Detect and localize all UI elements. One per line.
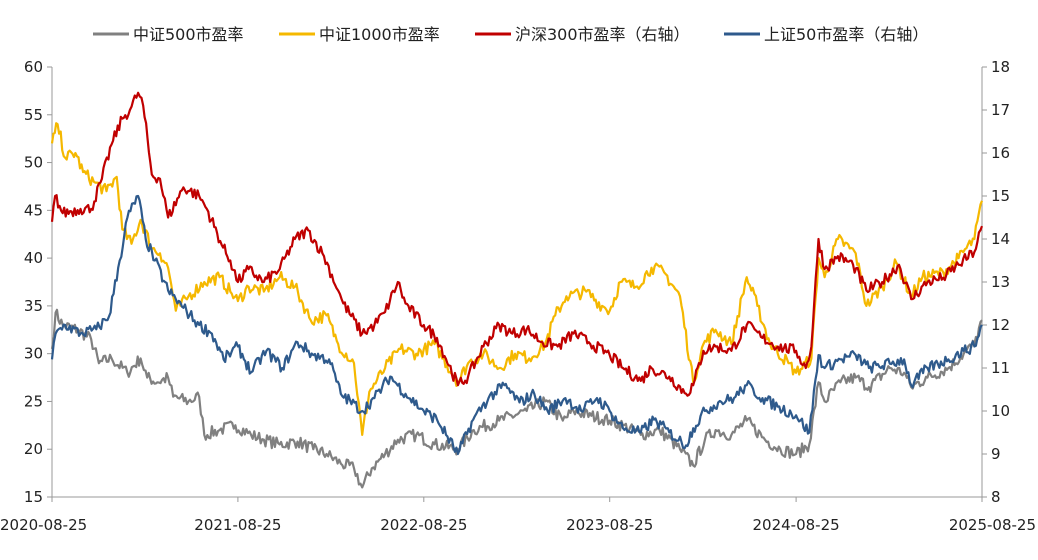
legend-label: 中证500市盈率 [133,25,244,44]
x-tick-label: 2022-08-25 [380,516,467,534]
left-tick-label: 45 [24,201,43,219]
legend-label: 中证1000市盈率 [319,25,440,44]
right-tick-label: 12 [991,316,1010,334]
x-tick-label: 2020-08-25 [0,516,87,534]
left-tick-label: 60 [24,58,43,76]
series-line-3 [50,194,983,456]
right-tick-label: 10 [991,402,1010,420]
legend-label: 上证50市盈率（右轴） [764,25,928,44]
axes: 15 20 25 30 35 40 45 50 55 60 8 9 10 11 12 13 14 15 16 17 18… [0,58,1036,534]
right-tick-label: 17 [991,101,1010,119]
left-tick-label: 25 [24,392,43,410]
left-tick-label: 35 [24,297,43,315]
right-tick-label: 8 [991,488,1001,506]
legend-label: 沪深300市盈率（右轴） [515,25,690,44]
right-tick-label: 15 [991,187,1010,205]
left-tick-label: 40 [24,249,43,267]
left-tick-label: 55 [24,106,43,124]
series-line-1 [50,122,984,436]
series-layer [50,91,984,489]
x-tick-label: 2021-08-25 [194,516,281,534]
right-tick-label: 14 [991,230,1010,248]
x-tick-label: 2024-08-25 [753,516,840,534]
legend: 中证500市盈率 中证1000市盈率 沪深300市盈率（右轴） 上证50市盈率（右轴） [93,25,928,44]
right-tick-label: 13 [991,273,1010,291]
right-tick-label: 11 [991,359,1010,377]
series-line-2 [50,91,984,397]
x-tick-label: 2025-08-25 [949,516,1036,534]
series-line-0 [50,308,983,489]
left-tick-label: 30 [24,345,43,363]
right-tick-label: 18 [991,58,1010,76]
x-tick-label: 2023-08-25 [566,516,653,534]
left-tick-label: 20 [24,440,43,458]
left-tick-label: 50 [24,154,43,172]
right-tick-label: 16 [991,144,1010,162]
right-tick-label: 9 [991,445,1001,463]
left-tick-label: 15 [24,488,43,506]
